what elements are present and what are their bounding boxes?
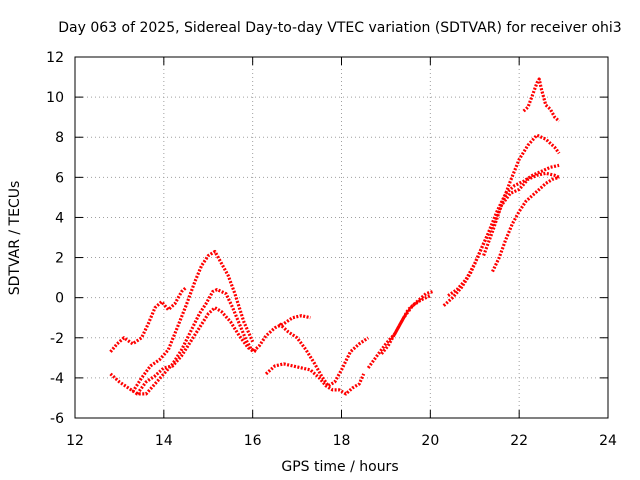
y-axis-tick-labels: -6 -4 -2 0 2 4 6 8 10 12 <box>46 50 64 427</box>
x-tick-label: 24 <box>599 433 617 449</box>
y-tick-label: 0 <box>55 291 64 307</box>
y-tick-label: 10 <box>46 90 64 106</box>
series-track-7 <box>366 294 431 369</box>
series-track-13 <box>522 77 561 123</box>
grid <box>75 57 608 418</box>
axis-ticks <box>74 56 609 419</box>
y-tick-label: 4 <box>55 210 64 226</box>
x-tick-label: 16 <box>244 433 262 449</box>
series-track-4 <box>135 306 258 395</box>
x-tick-label: 20 <box>421 433 439 449</box>
y-tick-label: 2 <box>55 251 64 267</box>
y-tick-label: 12 <box>46 50 64 66</box>
series-track-11 <box>491 175 560 273</box>
x-tick-label: 18 <box>333 433 351 449</box>
x-tick-label: 14 <box>155 433 173 449</box>
series-track-2 <box>109 288 311 396</box>
series-track-3 <box>131 249 255 393</box>
series-track-8 <box>380 290 434 355</box>
x-tick-label: 12 <box>66 433 84 449</box>
series-track-12 <box>482 133 561 257</box>
series-track-5 <box>264 362 366 396</box>
chart-title: Day 063 of 2025, Sidereal Day-to-day VTE… <box>58 20 621 36</box>
y-tick-label: 6 <box>55 170 64 186</box>
series-track-10 <box>447 171 560 298</box>
x-tick-label: 22 <box>510 433 528 449</box>
series-track-6 <box>278 322 370 388</box>
data-series-layer <box>109 77 561 396</box>
series-track-1 <box>109 286 188 353</box>
y-axis-title: SDTVAR / TECUs <box>7 181 23 296</box>
y-tick-label: -6 <box>50 411 64 427</box>
y-tick-label: -4 <box>50 371 64 387</box>
x-axis-tick-labels: 12 14 16 18 20 22 24 <box>66 433 617 449</box>
x-axis-title: GPS time / hours <box>281 459 398 475</box>
y-tick-label: 8 <box>55 130 64 146</box>
y-tick-label: -2 <box>50 331 64 347</box>
